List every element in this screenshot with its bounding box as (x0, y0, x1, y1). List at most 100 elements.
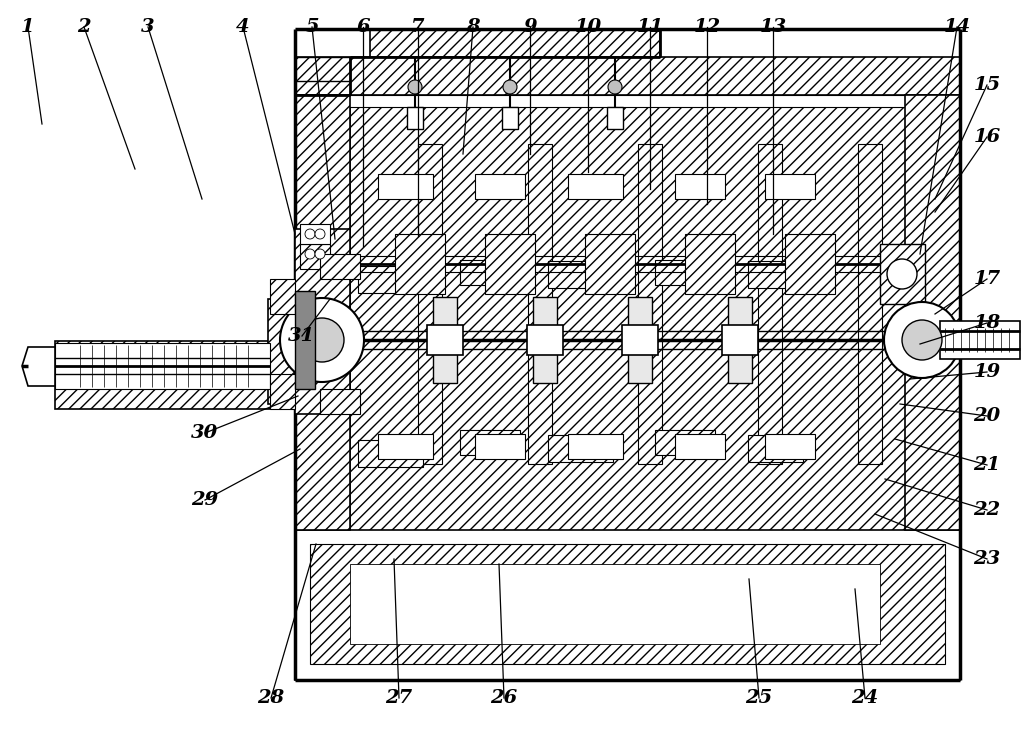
Text: 15: 15 (974, 76, 1000, 94)
Text: 31: 31 (289, 327, 315, 345)
Text: 30: 30 (191, 424, 219, 442)
Text: 9: 9 (523, 18, 537, 36)
Bar (655, 260, 715, 285)
Bar (534, 297, 557, 332)
Bar (427, 325, 463, 355)
Text: 21: 21 (974, 456, 1000, 474)
Bar (502, 107, 518, 129)
Bar (585, 234, 635, 294)
Bar (858, 144, 882, 464)
Bar (940, 321, 1020, 359)
Bar (358, 440, 423, 467)
Circle shape (503, 80, 517, 94)
Bar (475, 174, 525, 199)
Bar (765, 434, 815, 459)
Bar (433, 297, 457, 332)
Text: 5: 5 (305, 18, 318, 36)
Bar (748, 261, 803, 288)
Bar (55, 379, 295, 409)
Bar (378, 434, 433, 459)
Bar (295, 291, 315, 389)
Bar (685, 234, 735, 294)
Circle shape (902, 320, 942, 360)
Bar (300, 224, 330, 244)
Bar (485, 234, 535, 294)
Bar (433, 348, 457, 383)
Bar (638, 144, 662, 464)
Bar (55, 341, 295, 379)
Bar (568, 174, 623, 199)
Circle shape (884, 302, 961, 378)
Bar (528, 144, 552, 464)
Circle shape (305, 229, 315, 239)
Text: 12: 12 (693, 18, 721, 36)
Circle shape (608, 80, 622, 94)
Bar (358, 266, 423, 293)
Text: 24: 24 (851, 689, 879, 707)
Bar (350, 564, 880, 644)
Bar (418, 144, 442, 464)
Bar (675, 434, 725, 459)
Bar (765, 174, 815, 199)
Bar (568, 434, 623, 459)
Bar (378, 174, 433, 199)
Text: 6: 6 (356, 18, 370, 36)
Text: 17: 17 (974, 270, 1000, 288)
Text: 19: 19 (974, 363, 1000, 381)
Text: 13: 13 (760, 18, 786, 36)
Text: 16: 16 (974, 128, 1000, 146)
Circle shape (315, 229, 325, 239)
Bar (785, 234, 835, 294)
Bar (728, 297, 752, 332)
Bar (722, 325, 758, 355)
Bar (622, 325, 658, 355)
Bar (407, 107, 423, 129)
Circle shape (315, 249, 325, 259)
Bar (527, 325, 563, 355)
Bar (905, 95, 961, 530)
Text: 26: 26 (490, 689, 517, 707)
Bar (460, 260, 520, 285)
Bar (295, 57, 350, 81)
Bar (295, 57, 961, 95)
Bar (268, 299, 295, 404)
Bar (321, 254, 360, 279)
Text: 23: 23 (974, 550, 1000, 568)
Text: 2: 2 (77, 18, 91, 36)
Bar (270, 374, 295, 409)
Bar (548, 261, 613, 288)
Text: 11: 11 (636, 18, 664, 36)
Bar (655, 430, 715, 455)
Bar (460, 430, 520, 455)
Polygon shape (22, 347, 55, 386)
Text: 27: 27 (385, 689, 413, 707)
Text: 29: 29 (191, 491, 219, 509)
Circle shape (300, 318, 344, 362)
Text: 22: 22 (974, 501, 1000, 519)
Bar (880, 244, 925, 304)
Text: 20: 20 (974, 407, 1000, 425)
Bar (628, 297, 652, 332)
Bar (310, 544, 945, 664)
Bar (295, 95, 961, 107)
Bar (395, 234, 445, 294)
Circle shape (408, 80, 422, 94)
Text: 14: 14 (943, 18, 971, 36)
Circle shape (280, 298, 364, 382)
Text: 28: 28 (257, 689, 285, 707)
Text: 8: 8 (466, 18, 480, 36)
Bar (675, 174, 725, 199)
Bar (628, 348, 652, 383)
Text: 3: 3 (141, 18, 155, 36)
Bar (300, 244, 330, 269)
Text: 18: 18 (974, 314, 1000, 332)
Text: 4: 4 (237, 18, 250, 36)
Text: 1: 1 (22, 18, 35, 36)
Bar (758, 144, 782, 464)
Bar (350, 95, 905, 530)
Bar (475, 434, 525, 459)
Bar (548, 435, 613, 462)
Bar (321, 389, 360, 414)
Text: 25: 25 (745, 689, 773, 707)
Bar (728, 348, 752, 383)
